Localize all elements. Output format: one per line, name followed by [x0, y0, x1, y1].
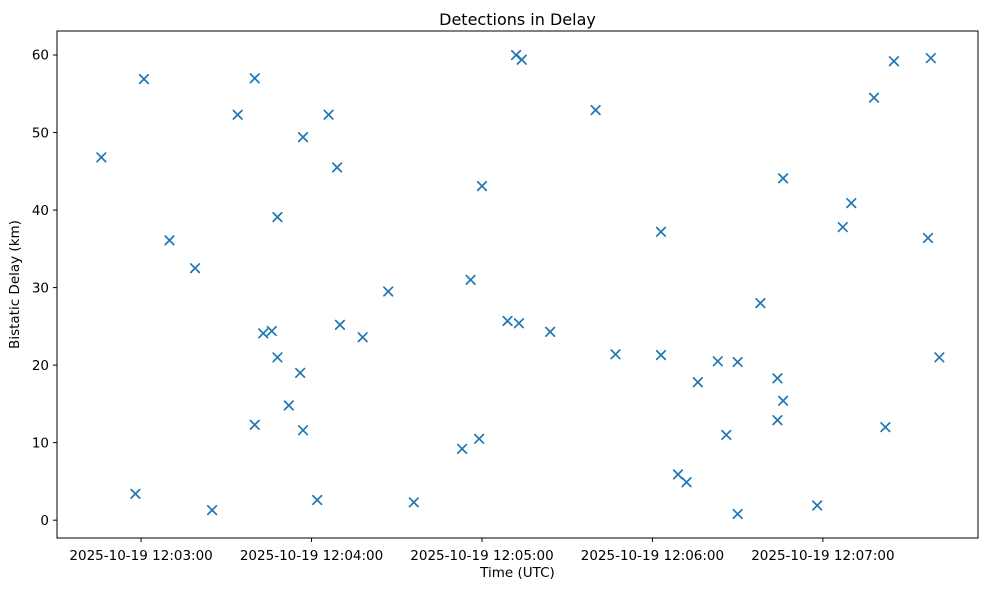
scatter-marker — [258, 328, 269, 339]
x-tick-label: 2025-10-19 12:06:00 — [581, 548, 724, 564]
scatter-marker — [777, 173, 789, 184]
chart-title: Detections in Delay — [439, 10, 596, 29]
scatter-marker — [846, 197, 857, 209]
scatter-marker — [922, 232, 934, 244]
y-tick-label: 0 — [40, 513, 49, 529]
scatter-marker — [476, 180, 488, 192]
y-tick-label: 30 — [32, 280, 49, 296]
scatter-marker — [473, 433, 485, 444]
scatter-marker — [232, 109, 243, 120]
x-tick-label: 2025-10-19 12:04:00 — [240, 548, 383, 564]
scatter-marker — [888, 56, 900, 67]
scatter-marker — [283, 400, 294, 411]
scatter-marker — [681, 477, 692, 488]
scatter-marker — [721, 429, 732, 441]
scatter-marker — [513, 318, 525, 329]
y-tick-label: 40 — [32, 203, 49, 219]
scatter-marker — [334, 319, 346, 330]
scatter-marker — [934, 352, 945, 363]
scatter-marker — [249, 419, 260, 430]
scatter-marker — [672, 469, 684, 480]
plot-area: 2025-10-19 12:03:00 2025-10-19 12:04:00 20… — [32, 30, 979, 564]
scatter-marker — [545, 326, 556, 337]
scatter-marker — [502, 315, 513, 327]
x-tick-label: 2025-10-19 12:03:00 — [69, 548, 212, 564]
x-tick-label: 2025-10-19 12:07:00 — [751, 548, 894, 564]
scatter-marker — [272, 352, 283, 363]
scatter-marker — [96, 152, 107, 163]
scatter-marker — [206, 504, 218, 516]
scatter-marker — [130, 488, 141, 499]
scatter-marker — [383, 286, 394, 297]
scatter-marker — [610, 349, 621, 360]
scatter-marker — [925, 52, 936, 64]
scatter-marker — [138, 73, 150, 85]
y-tick-label: 20 — [32, 358, 49, 374]
scatter-marker — [732, 356, 743, 368]
x-axis-label: Time (UTC) — [479, 565, 555, 581]
y-tick-label: 60 — [32, 48, 49, 64]
scatter-marker — [331, 162, 343, 173]
scatter-marker — [772, 373, 783, 384]
scatter-marker — [590, 104, 601, 116]
scatter-marker — [312, 494, 323, 506]
scatter-marker — [164, 235, 175, 246]
scatter-marker — [732, 508, 743, 520]
scatter-marker — [249, 73, 260, 84]
scatter-marker — [655, 226, 667, 237]
scatter-marker — [868, 92, 880, 103]
scatter-marker — [692, 377, 704, 388]
y-tick-label: 50 — [32, 125, 49, 141]
scatter-marker — [189, 263, 201, 274]
y-axis-label: Bistatic Delay (km) — [7, 220, 23, 349]
axes-spines — [56, 30, 979, 539]
scatter-marker — [297, 132, 309, 143]
scatter-marker — [323, 109, 334, 120]
scatter-marker — [777, 395, 789, 406]
scatter-marker — [655, 349, 667, 361]
scatter-marker — [272, 211, 283, 223]
scatter-marker — [266, 325, 277, 337]
scatter-marker — [357, 332, 368, 343]
scatter-marker — [755, 297, 766, 309]
scatter-marker — [295, 367, 306, 379]
scatter-marker — [465, 274, 476, 285]
x-tick-label: 2025-10-19 12:05:00 — [410, 548, 553, 564]
y-tick-label: 10 — [32, 435, 49, 451]
scatter-marker — [516, 54, 527, 65]
scatter-marker — [456, 443, 468, 454]
scatter-marker — [772, 415, 783, 426]
scatter-marker — [837, 221, 848, 233]
scatter-marker — [812, 500, 823, 511]
scatter-marker — [297, 425, 309, 436]
scatter-marker — [880, 421, 891, 433]
scatter-marker — [408, 497, 419, 508]
scatter-marker — [712, 356, 723, 367]
